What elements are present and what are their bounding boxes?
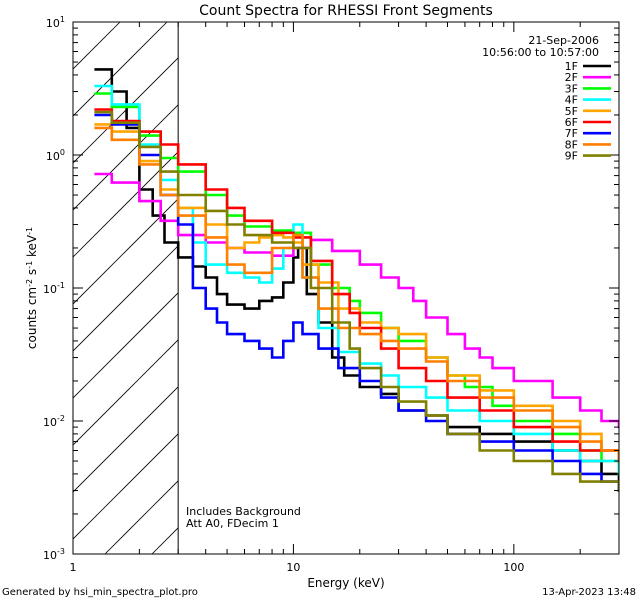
- y-tick-label: 101: [46, 15, 65, 30]
- annotation-attenuator: Att A0, FDecim 1: [186, 517, 279, 530]
- series-9F-line: [94, 110, 619, 492]
- legend-label-3F: 3F: [565, 82, 578, 95]
- time-range-label: 10:56:00 to 10:57:00: [482, 46, 599, 59]
- x-tick-label: 10: [286, 561, 300, 574]
- y-tick-label: 10-3: [43, 547, 65, 562]
- footer-timestamp: 13-Apr-2023 13:48: [542, 587, 636, 598]
- series-7F-line: [94, 113, 619, 492]
- x-axis: 1 10 100: [70, 22, 620, 574]
- hatch-line: [73, 22, 168, 117]
- y-tick-label: 10-1: [43, 281, 65, 296]
- legend-label-6F: 6F: [565, 116, 578, 129]
- hatch-line: [73, 433, 179, 540]
- hatch-line: [73, 292, 179, 399]
- annotation-background: Includes Background: [186, 505, 301, 518]
- legend-label-7F: 7F: [565, 127, 578, 140]
- series-1F-line: [94, 68, 619, 492]
- series-3F-line: [94, 92, 619, 476]
- legend-label-9F: 9F: [565, 150, 578, 163]
- series-6F-line: [94, 108, 619, 463]
- date-label: 21-Sep-2006: [528, 34, 599, 47]
- series-2F-line: [94, 172, 619, 429]
- legend-label-5F: 5F: [565, 105, 578, 118]
- y-axis: 10-3 10-2 10-1 100 101: [43, 15, 619, 562]
- y-axis-label: counts cm-2 s-1 keV-1: [25, 227, 40, 349]
- legend-label-8F: 8F: [565, 138, 578, 151]
- y-tick-label: 100: [46, 148, 65, 163]
- hatch-line: [73, 104, 179, 211]
- footer-generated-by: Generated by hsi_min_spectra_plot.pro: [2, 587, 198, 598]
- legend-label-4F: 4F: [565, 94, 578, 107]
- hatch-line: [73, 198, 179, 305]
- legend-label-1F: 1F: [565, 60, 578, 73]
- series-8F-line: [94, 126, 619, 463]
- x-tick-label: 1: [70, 561, 77, 574]
- chart-title: Count Spectra for RHESSI Front Segments: [199, 3, 493, 19]
- hatch-line: [73, 386, 179, 493]
- x-tick-label: 100: [503, 561, 524, 574]
- y-tick-label: 10-2: [43, 414, 65, 429]
- legend-label-2F: 2F: [565, 71, 578, 84]
- hatch-line: [73, 245, 179, 352]
- x-axis-label: Energy (keV): [307, 576, 384, 590]
- series-5F-line: [94, 123, 619, 463]
